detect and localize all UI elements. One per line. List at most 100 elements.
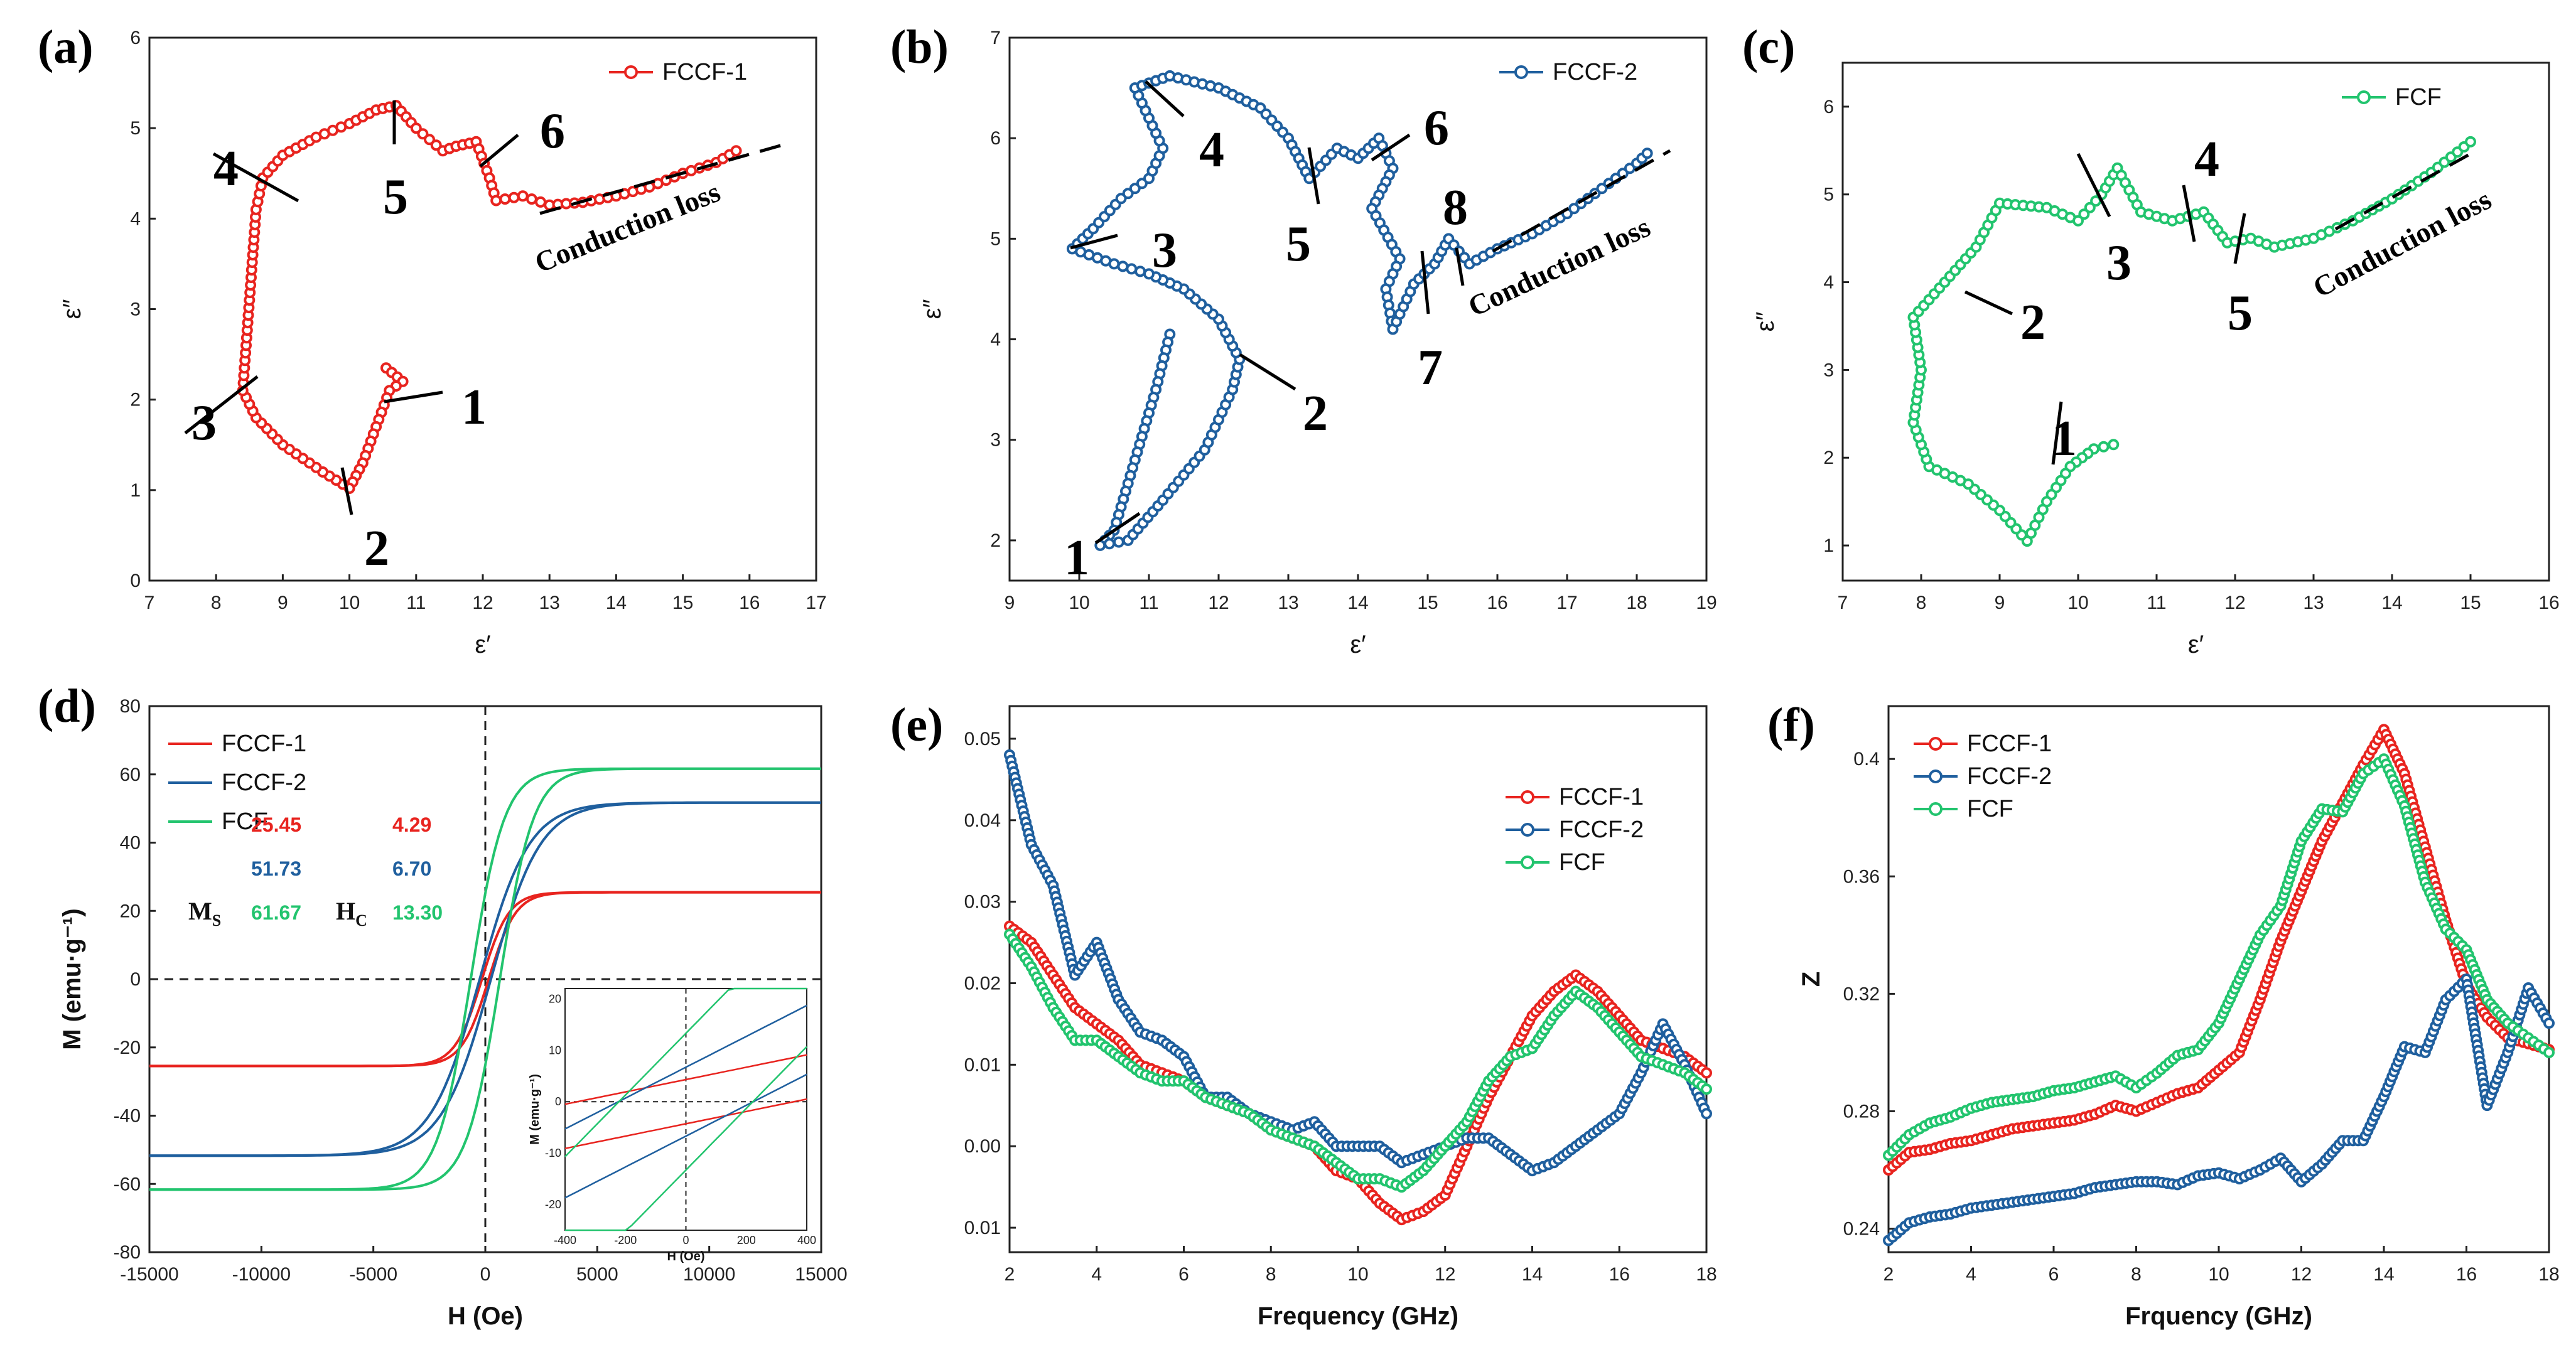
x-tick-label-b-5: 14 — [1347, 593, 1368, 613]
annotation-stroke-a-1 — [340, 467, 353, 515]
x-tick-label-d-3: 0 — [480, 1264, 491, 1285]
inset-x-tick-4: 400 — [797, 1234, 816, 1247]
inset-x-tick-0: -400 — [554, 1234, 576, 1247]
series-markers-c — [1907, 136, 2476, 547]
x-tick-label-a-1: 8 — [211, 593, 222, 613]
y-tick-label-c-0: 1 — [1823, 535, 1834, 556]
y-tick-label-a-4: 4 — [130, 208, 141, 229]
inset-x-tick-2: 0 — [682, 1234, 689, 1247]
marker-c-15-1 — [2078, 208, 2090, 220]
ms-label: MS — [188, 897, 221, 930]
inset-x-tick-3: 200 — [737, 1234, 756, 1247]
annotation-a-2: 2 — [364, 521, 389, 576]
x-tick-label-a-4: 11 — [406, 593, 426, 613]
x-tick-label-e-2: 6 — [1178, 1264, 1189, 1285]
x-tick-label-b-9: 18 — [1626, 593, 1647, 613]
x-axis-label-a: ε′ — [475, 631, 490, 658]
x-tick-label-b-8: 17 — [1556, 593, 1577, 613]
annotation-stroke-b-3 — [1145, 80, 1185, 117]
legend-label-e-1: FCCF-2 — [1559, 817, 1644, 843]
marker-c-15-0 — [2072, 215, 2084, 227]
plot-frame-b — [1008, 36, 1708, 582]
annotation-stroke-a-6 — [539, 142, 785, 215]
y-tick-label-a-2: 2 — [130, 390, 141, 410]
x-tick-label-f-3: 8 — [2131, 1264, 2142, 1285]
marker-b-4-1 — [1104, 538, 1116, 550]
marker-a-25-0 — [490, 195, 502, 206]
marker-e-0-end — [1701, 1067, 1712, 1079]
marker-b-end — [1641, 148, 1653, 159]
inset-branch-FCF-1 — [565, 1046, 807, 1231]
annotation-c-2: 2 — [2020, 295, 2045, 350]
annotation-a-6: 6 — [540, 104, 565, 159]
y-tick-label-e-5: 0.00 — [964, 1136, 1001, 1157]
hc-value-fccf1: 4.29 — [392, 813, 431, 836]
x-tick-label-c-5: 12 — [2224, 593, 2245, 613]
series-markers-f-1 — [1883, 973, 2555, 1247]
x-tick-label-f-7: 16 — [2456, 1264, 2477, 1285]
annotation-stroke-b-1 — [1239, 353, 1296, 391]
marker-a-26-2 — [535, 196, 546, 208]
y-tick-label-b-4: 6 — [990, 128, 1001, 149]
y-tick-label-c-2: 3 — [1823, 360, 1834, 380]
marker-f-2-end — [2543, 1046, 2555, 1058]
x-tick-label-c-4: 11 — [2147, 593, 2166, 613]
annotation-stroke-c-4 — [2233, 213, 2246, 264]
series-markers-f-0 — [1883, 724, 2555, 1176]
y-tick-label-d-7: 60 — [120, 764, 141, 785]
x-tick-label-f-1: 4 — [1966, 1264, 1976, 1285]
series-markers-f-2 — [1883, 753, 2555, 1161]
x-tick-label-d-6: 15000 — [795, 1264, 847, 1285]
annotation-stroke-c-3 — [2182, 185, 2196, 242]
x-axis-label-f: Frquency (GHz) — [2125, 1302, 2312, 1330]
y-tick-label-b-3: 5 — [990, 228, 1001, 249]
panel-f-label: (f) — [1767, 699, 1815, 751]
x-tick-label-e-1: 4 — [1091, 1264, 1102, 1285]
marker-a-26-0 — [517, 190, 529, 202]
hysteresis-branch-FCCF-1-1 — [149, 891, 821, 1068]
annotation-stroke-b-5 — [1371, 133, 1411, 162]
x-tick-label-a-7: 14 — [606, 593, 627, 613]
y-tick-label-d-4: 0 — [130, 969, 141, 990]
annotation-a-3: 3 — [191, 395, 217, 451]
y-tick-label-a-6: 6 — [130, 28, 141, 48]
y-tick-label-e-0: 0.05 — [964, 729, 1001, 749]
inset-x-label: H (Oe) — [667, 1250, 705, 1263]
series-markers-e-1 — [1004, 749, 1712, 1177]
x-tick-label-a-3: 10 — [339, 593, 360, 613]
y-tick-label-c-4: 5 — [1823, 185, 1834, 205]
annotation-stroke-b-8 — [1492, 149, 1671, 253]
y-tick-label-f-1: 0.28 — [1843, 1101, 1880, 1122]
x-tick-label-e-8: 18 — [1696, 1264, 1716, 1285]
x-tick-label-a-6: 13 — [539, 593, 560, 613]
y-axis-label-a: ε″ — [58, 299, 86, 319]
legend-label-f-0: FCCF-1 — [1967, 731, 2052, 757]
marker-b-12-3 — [1117, 260, 1129, 272]
x-tick-label-d-4: 5000 — [576, 1264, 618, 1285]
annotation-b-5: 5 — [1286, 217, 1311, 272]
annotation-stroke-b-6 — [1420, 250, 1430, 314]
legend-label-f-1: FCCF-2 — [1967, 763, 2052, 790]
inset-y-tick-1: -10 — [545, 1147, 561, 1159]
annotation-b-3: 3 — [1152, 223, 1177, 278]
y-tick-label-a-5: 5 — [130, 118, 141, 139]
annotation-a-1: 1 — [461, 380, 487, 435]
legend-marker-e-2 — [1521, 856, 1534, 869]
x-tick-label-c-8: 15 — [2460, 593, 2481, 613]
panel-c-label: (c) — [1742, 21, 1795, 73]
marker-a-25-2 — [508, 191, 520, 203]
x-tick-label-c-3: 10 — [2067, 593, 2088, 613]
annotation-c-4: 4 — [2194, 132, 2219, 187]
x-tick-label-e-0: 2 — [1005, 1264, 1015, 1285]
y-axis-label-d: M (emu·g⁻¹) — [58, 908, 86, 1050]
ms-value-fccf2: 51.73 — [251, 857, 301, 880]
panel-b-label: (b) — [890, 21, 949, 73]
hc-value-fccf2: 6.70 — [392, 857, 431, 880]
ms-hc-table: MS 25.45 51.73 61.67 HC 4.29 6.70 13.30 — [188, 813, 443, 930]
y-axis-label-f: Z — [1797, 972, 1825, 987]
y-tick-label-f-2: 0.32 — [1843, 984, 1880, 1004]
marker-a-26-1 — [525, 193, 537, 205]
